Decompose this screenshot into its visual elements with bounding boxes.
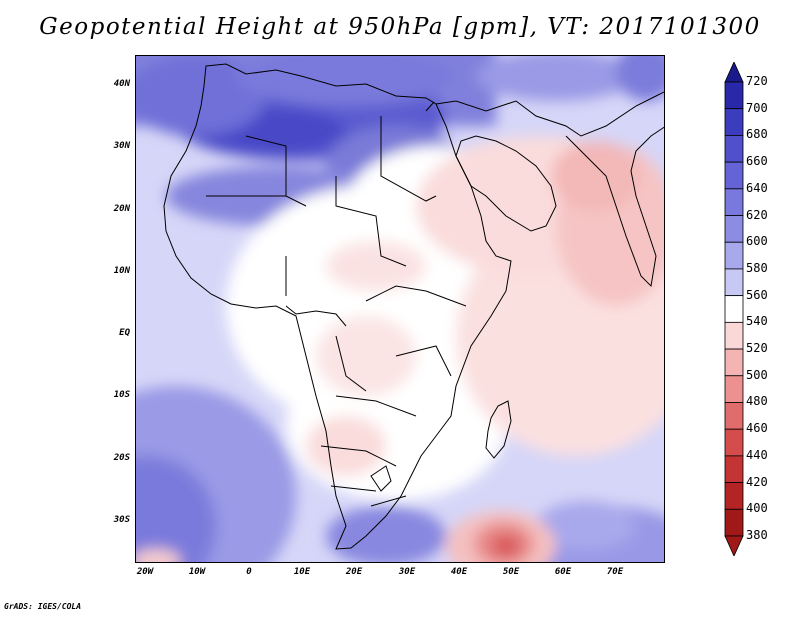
lon-label-40e: 40E — [450, 567, 468, 577]
colorbar-top-arrow — [724, 62, 744, 83]
colorbar-swatch — [724, 188, 744, 216]
lon-label-0: 0 — [246, 567, 252, 577]
lat-label-20n: 20N — [113, 204, 130, 214]
colorbar-swatch — [724, 215, 744, 243]
colorbar-swatch — [724, 482, 744, 510]
field-shading — [136, 56, 664, 562]
lon-label-50e: 50E — [502, 567, 520, 577]
colorbar-swatch — [724, 268, 744, 297]
colorbar-label: 540 — [746, 314, 768, 329]
lon-label-20e: 20E — [345, 567, 363, 577]
lon-label-10e: 10E — [293, 567, 311, 577]
lat-label-20s: 20S — [113, 453, 130, 463]
colorbar-swatch — [724, 108, 744, 136]
map-title: Geopotential Height at 950hPa [gpm], VT:… — [39, 14, 761, 40]
colorbar-label: 660 — [746, 154, 768, 169]
lat-label-40n: 40N — [113, 79, 130, 89]
colorbar-swatch — [724, 428, 744, 457]
colorbar-label: 500 — [746, 367, 768, 382]
lon-label-20w: 20W — [136, 567, 154, 577]
lon-label-60e: 60E — [554, 567, 572, 577]
colorbar-swatch — [724, 402, 744, 430]
colorbar-label: 460 — [746, 421, 768, 436]
grads-credit: GrADS: IGES/COLA — [4, 602, 82, 611]
colorbar-label: 680 — [746, 127, 768, 142]
colorbar-bottom-arrow — [724, 535, 744, 556]
colorbar-label: 600 — [746, 234, 768, 249]
colorbar-label: 400 — [746, 501, 768, 516]
colorbar-swatch — [724, 161, 744, 190]
lat-label-30s: 30S — [113, 515, 130, 525]
colorbar — [724, 62, 744, 556]
colorbar-label: 480 — [746, 394, 768, 409]
map-panel — [135, 55, 665, 563]
colorbar-label: 620 — [746, 207, 768, 222]
colorbar-label: 720 — [746, 74, 768, 88]
lat-label-30n: 30N — [113, 141, 130, 151]
colorbar-swatch — [724, 321, 744, 350]
colorbar-swatch — [724, 455, 744, 483]
colorbar-label: 420 — [746, 474, 768, 489]
colorbar-label: 380 — [746, 528, 768, 542]
colorbar-swatch — [724, 508, 744, 537]
colorbar-swatch — [724, 135, 744, 163]
colorbar-label: 700 — [746, 100, 768, 115]
colorbar-swatch — [724, 295, 744, 323]
lat-label-10s: 10S — [113, 390, 130, 400]
colorbar-swatch — [724, 348, 744, 377]
geopotential-field — [136, 56, 664, 562]
lon-label-30e: 30E — [398, 567, 416, 577]
lon-label-70e: 70E — [606, 567, 624, 577]
lat-label-eq: EQ — [119, 328, 130, 338]
colorbar-label: 560 — [746, 287, 768, 302]
colorbar-swatch — [724, 375, 744, 403]
lon-label-10w: 10W — [188, 567, 206, 577]
coastlines — [163, 63, 664, 550]
colorbar-swatch — [724, 241, 744, 270]
lat-label-10n: 10N — [113, 266, 130, 276]
colorbar-label: 580 — [746, 260, 768, 275]
colorbar-label: 520 — [746, 341, 768, 356]
colorbar-label: 640 — [746, 180, 768, 195]
colorbar-swatch — [724, 81, 744, 110]
colorbar-label: 440 — [746, 447, 768, 462]
